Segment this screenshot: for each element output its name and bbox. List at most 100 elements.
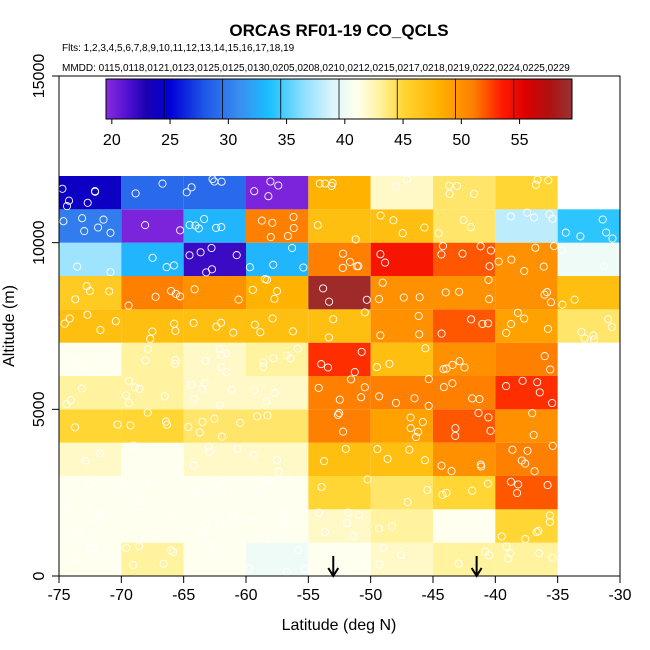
heatmap-cell <box>121 542 184 576</box>
observation-point <box>424 375 433 384</box>
observation-point <box>205 447 214 456</box>
observation-point <box>514 480 523 489</box>
observation-point <box>167 546 176 555</box>
observation-point <box>339 427 348 436</box>
observation-point <box>424 401 433 410</box>
x-axis-label: Latitude (deg N) <box>282 617 397 634</box>
observation-point <box>215 345 224 354</box>
observation-point <box>162 420 171 429</box>
observation-point <box>272 456 282 465</box>
observation-point <box>216 350 226 359</box>
observation-point <box>86 514 95 523</box>
observation-point <box>486 426 495 435</box>
observation-point <box>141 356 150 365</box>
observation-point <box>250 386 259 395</box>
observation-point <box>362 295 371 304</box>
observation-point <box>59 184 67 193</box>
observation-point <box>214 477 223 486</box>
observation-point <box>121 391 131 400</box>
observation-point <box>96 325 105 335</box>
colorbar-ticks: 20 25 30 35 40 45 50 55 <box>103 119 529 149</box>
observation-point <box>161 417 171 426</box>
observation-point <box>293 344 302 353</box>
observation-point <box>269 260 278 269</box>
heatmap-cell <box>557 309 620 343</box>
observation-point <box>388 522 397 531</box>
observation-point <box>548 441 557 450</box>
observation-point <box>507 255 516 264</box>
observation-point <box>216 519 225 528</box>
observation-point <box>294 546 303 555</box>
heatmap-cell <box>370 376 433 410</box>
observation-point <box>274 467 283 476</box>
observation-point <box>198 384 207 393</box>
heatmap-cell <box>433 509 496 543</box>
observation-point <box>485 295 494 304</box>
observation-point <box>151 292 160 301</box>
observation-point <box>95 449 104 458</box>
heatmap-cell <box>121 476 184 510</box>
observation-point <box>200 379 209 388</box>
observation-point <box>335 409 344 418</box>
heatmap-cell <box>308 376 371 410</box>
observation-point <box>217 223 226 232</box>
heatmap-cell <box>495 309 558 343</box>
observation-points <box>59 175 617 576</box>
observation-point <box>253 412 262 421</box>
heatmap-cell <box>246 442 309 476</box>
heatmap-cell <box>59 276 122 310</box>
observation-point <box>445 181 454 190</box>
heatmap-cell <box>246 409 309 443</box>
observation-point <box>169 261 179 270</box>
observation-point <box>263 476 272 485</box>
observation-point <box>414 311 423 321</box>
heatmap-cell <box>370 409 433 443</box>
observation-point <box>362 558 371 567</box>
observation-point <box>349 532 358 541</box>
observation-point <box>215 401 224 410</box>
observation-point <box>383 454 392 463</box>
observation-point <box>268 218 277 227</box>
observation-point <box>136 496 146 505</box>
observation-point <box>204 546 213 555</box>
observation-point <box>71 553 80 562</box>
observation-point <box>576 232 585 241</box>
observation-point <box>558 300 567 309</box>
colorbar-tick-label: 25 <box>161 132 179 149</box>
heatmap-cell <box>121 442 184 476</box>
observation-point <box>159 559 168 568</box>
observation-point <box>476 242 485 251</box>
observation-point <box>467 315 476 324</box>
observation-point <box>105 287 114 296</box>
heatmap-cell <box>183 209 246 243</box>
observation-point <box>438 490 447 499</box>
heatmap-cell <box>121 242 184 276</box>
observation-point <box>71 358 80 367</box>
observation-point <box>217 432 227 441</box>
observation-point <box>189 318 198 328</box>
observation-point <box>451 424 460 433</box>
observation-point <box>376 250 385 259</box>
heatmap-cell <box>308 242 371 276</box>
observation-point <box>217 177 226 186</box>
x-tick-label: -50 <box>359 587 382 604</box>
heatmap-cell <box>246 242 309 276</box>
observation-point <box>217 363 226 372</box>
heatmap-cell <box>121 509 184 543</box>
observation-point <box>389 216 398 225</box>
observation-point <box>264 192 273 201</box>
observation-point <box>200 214 209 224</box>
observation-point <box>521 459 530 468</box>
heatmap-cell <box>308 342 371 376</box>
observation-point <box>589 331 598 340</box>
heatmap-cell <box>495 442 558 476</box>
observation-point <box>201 356 210 365</box>
observation-point <box>411 433 421 442</box>
observation-point <box>82 501 92 510</box>
observation-point <box>126 421 135 430</box>
heatmap-cell <box>59 342 122 376</box>
observation-point <box>570 295 579 304</box>
observation-point <box>111 317 120 326</box>
heatmap-cell <box>370 476 433 510</box>
observation-point <box>130 383 139 392</box>
